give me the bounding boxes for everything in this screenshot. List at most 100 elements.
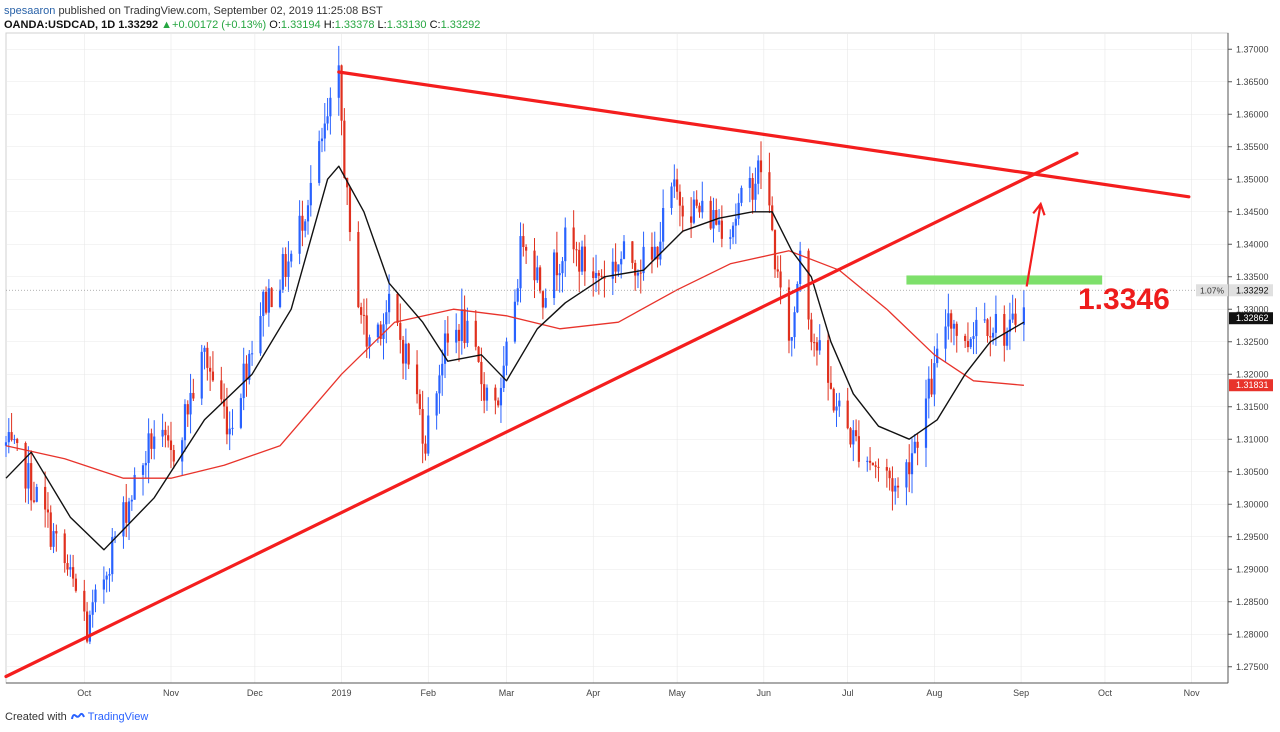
time-tick-label: Nov [1184,688,1201,698]
candle-body [122,502,125,537]
candle-body [541,291,544,308]
candle-body [857,436,860,462]
candle-body [4,442,8,446]
open-value: 1.33194 [280,19,321,31]
candle-body [944,326,947,349]
candle-body [740,187,743,203]
candle-body [46,509,50,513]
candle-body [348,187,352,233]
close-value: 1.33292 [440,19,481,31]
price-tick-label: 1.30000 [1236,499,1269,509]
candle-body [564,227,567,262]
candle-body [729,237,732,239]
candle-body [715,210,718,225]
footer-brand[interactable]: TradingView [87,711,149,723]
candle-body [382,324,385,339]
symbol-label[interactable]: OANDA:USDCAD, 1D [4,19,116,31]
candle-body [306,205,310,222]
candle-body [30,463,33,501]
candle-body [662,208,665,242]
candle-body [617,264,620,272]
candle-body [125,502,128,523]
candle-body [818,340,821,351]
candle-body [181,440,184,462]
candle-body [474,320,477,347]
candle-body [141,465,145,475]
candles-group [4,45,1025,645]
candle-body [768,172,771,206]
candle-body [494,387,497,401]
candle-body [773,230,777,270]
candle-body [793,312,796,338]
candle-body [55,531,58,534]
sma-price-label: 1.31831 [1236,380,1269,390]
candle-body [189,392,192,415]
candle-body [561,261,564,274]
candle-body [866,460,869,462]
candle-body [673,179,676,187]
open-label: O: [269,19,281,31]
candle-body [731,225,735,238]
ema-price-label: 1.32862 [1236,313,1269,323]
candle-body [868,460,872,463]
candle-body [281,254,284,290]
candle-body [298,215,301,254]
candle-body [650,246,654,260]
candle-body [329,97,332,117]
candle-body [712,210,715,229]
sma-line [5,250,1024,479]
candle-body [964,335,967,341]
candle-body [480,361,483,385]
candle-body [225,406,229,435]
candle-body [653,246,656,260]
candle-body [631,241,634,263]
candle-body [320,138,324,142]
candle-body [164,429,167,436]
author-link[interactable]: spesaaron [4,5,56,17]
ema-line [5,165,1025,551]
candle-body [659,241,662,260]
candle-body [326,116,329,124]
candle-body [992,332,995,338]
candle-body [692,199,695,223]
candle-body [113,536,117,538]
candle-body [153,436,156,449]
candle-body [438,375,441,394]
candle-body [441,363,444,376]
ema-price-box [1229,312,1273,325]
last-price-box [1229,284,1273,297]
candle-body [250,353,254,355]
candle-body [72,567,75,579]
candle-body [871,462,874,466]
candle-body [108,574,111,576]
candle-body [835,406,838,411]
candle-body [1014,313,1017,325]
last-change-box [1196,284,1228,297]
candle-body [810,319,813,343]
candle-body [304,221,307,231]
candle-body [555,252,558,276]
candle-body [421,409,424,444]
candle-body [418,394,421,410]
price-tick-label: 1.30500 [1236,467,1269,477]
candle-body [709,200,712,229]
low-value: 1.33130 [386,19,427,31]
candle-body [192,392,195,399]
candle-body [242,363,245,399]
candle-body [220,380,223,400]
candle-body [930,378,933,395]
candle-body [698,205,701,213]
candle-body [223,399,226,407]
candle-body [343,120,346,178]
candle-body [10,432,13,440]
time-tick-label: May [669,688,687,698]
candle-body [264,291,268,313]
candle-body [368,337,371,347]
price-tick-label: 1.33500 [1236,272,1269,282]
candle-body [376,324,380,338]
candle-body [130,499,133,502]
candle-body [502,365,505,388]
candle-body [888,470,891,479]
candle-body [552,252,556,299]
